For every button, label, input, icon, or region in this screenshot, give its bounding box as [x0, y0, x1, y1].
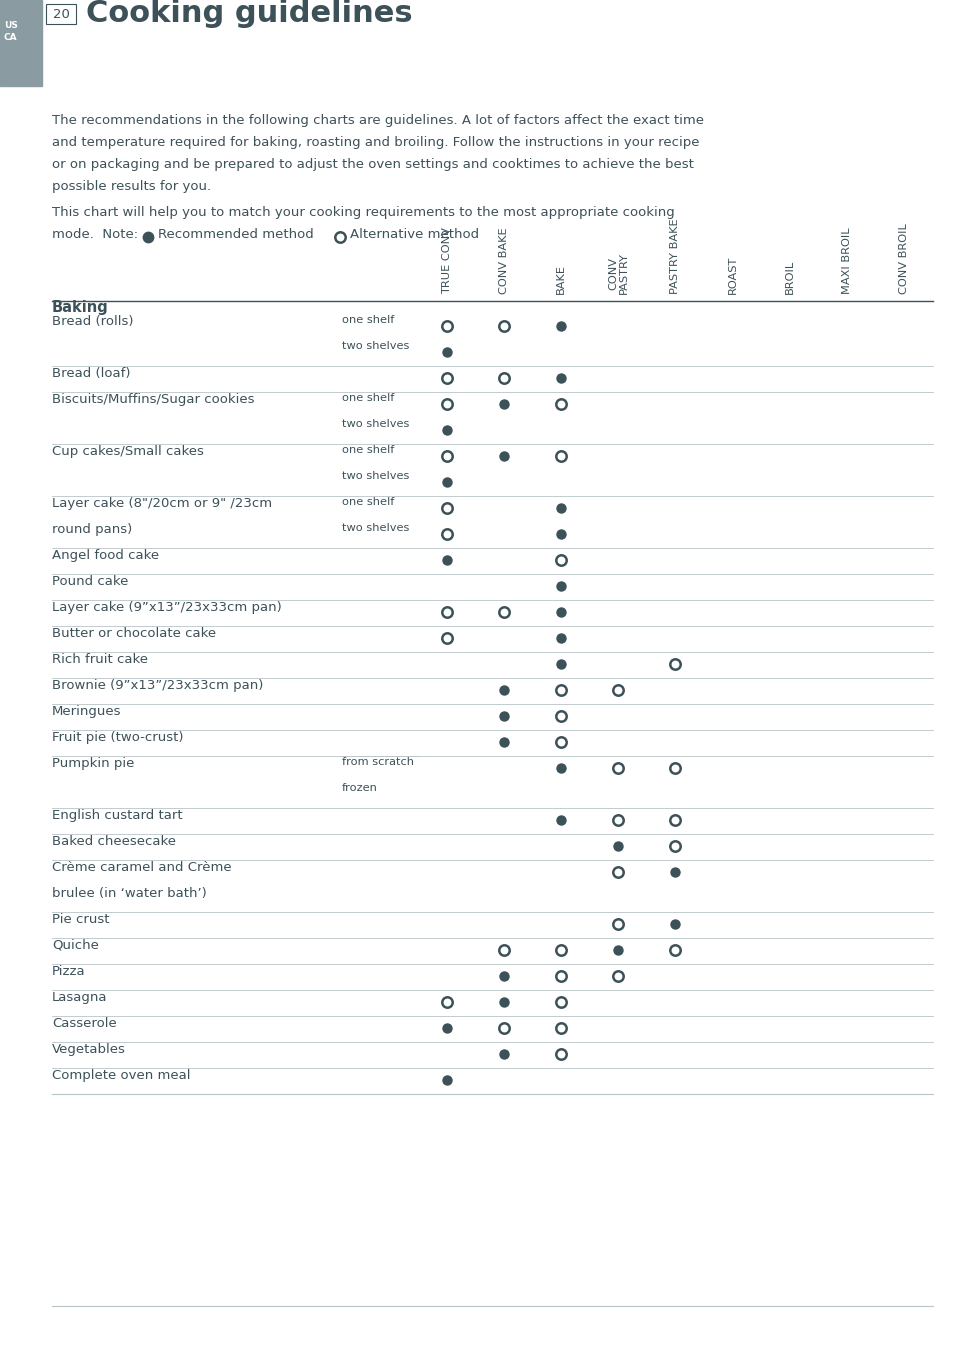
Text: round pans): round pans) [52, 523, 132, 536]
Text: one shelf: one shelf [341, 393, 394, 403]
Text: TRUE CONV: TRUE CONV [441, 227, 451, 294]
Text: Bread (rolls): Bread (rolls) [52, 315, 133, 328]
Text: BAKE: BAKE [556, 264, 565, 294]
Text: The recommendations in the following charts are guidelines. A lot of factors aff: The recommendations in the following cha… [52, 114, 703, 127]
Text: Rich fruit cake: Rich fruit cake [52, 653, 148, 666]
Text: Baked cheesecake: Baked cheesecake [52, 835, 175, 848]
Text: CONV BROIL: CONV BROIL [899, 223, 908, 294]
Text: Pound cake: Pound cake [52, 575, 129, 588]
Text: from scratch: from scratch [341, 757, 414, 766]
Text: US: US [4, 22, 18, 30]
Text: Casserole: Casserole [52, 1017, 116, 1030]
Text: one shelf: one shelf [341, 497, 394, 506]
Text: 20: 20 [52, 8, 70, 20]
Text: Pie crust: Pie crust [52, 913, 110, 926]
Text: Brownie (9”x13”/23x33cm pan): Brownie (9”x13”/23x33cm pan) [52, 678, 263, 692]
FancyBboxPatch shape [46, 4, 76, 24]
Text: Recommended method: Recommended method [158, 227, 314, 241]
Text: Cup cakes/Small cakes: Cup cakes/Small cakes [52, 445, 204, 458]
Text: ROAST: ROAST [727, 256, 737, 294]
Text: Pumpkin pie: Pumpkin pie [52, 757, 134, 770]
Text: Meringues: Meringues [52, 705, 121, 718]
Text: Vegetables: Vegetables [52, 1043, 126, 1056]
Text: Layer cake (9”x13”/23x33cm pan): Layer cake (9”x13”/23x33cm pan) [52, 601, 281, 613]
Text: Baking: Baking [52, 301, 109, 315]
Text: two shelves: two shelves [341, 341, 409, 351]
Text: Alternative method: Alternative method [350, 227, 478, 241]
Text: This chart will help you to match your cooking requirements to the most appropri: This chart will help you to match your c… [52, 206, 674, 219]
Text: Angel food cake: Angel food cake [52, 548, 159, 562]
Text: mode.  Note:: mode. Note: [52, 227, 138, 241]
Text: two shelves: two shelves [341, 471, 409, 481]
Text: English custard tart: English custard tart [52, 808, 182, 822]
Text: Pizza: Pizza [52, 965, 86, 978]
Text: one shelf: one shelf [341, 315, 394, 325]
Text: brulee (in ‘water bath’): brulee (in ‘water bath’) [52, 887, 207, 900]
Text: two shelves: two shelves [341, 523, 409, 533]
Text: possible results for you.: possible results for you. [52, 180, 211, 194]
Text: Complete oven meal: Complete oven meal [52, 1070, 191, 1082]
Text: Butter or chocolate cake: Butter or chocolate cake [52, 627, 216, 640]
Text: Cooking guidelines: Cooking guidelines [86, 0, 413, 28]
Text: Biscuits/Muffins/Sugar cookies: Biscuits/Muffins/Sugar cookies [52, 393, 254, 406]
Text: Lasagna: Lasagna [52, 991, 108, 1005]
Text: PASTRY BAKE: PASTRY BAKE [670, 218, 679, 294]
Text: Bread (loaf): Bread (loaf) [52, 367, 131, 380]
Bar [0, 0, 42, 87]
Text: Fruit pie (two-crust): Fruit pie (two-crust) [52, 731, 183, 743]
Text: Layer cake (8"/20cm or 9" /23cm: Layer cake (8"/20cm or 9" /23cm [52, 497, 272, 510]
Text: CA: CA [4, 32, 17, 42]
Text: MAXI BROIL: MAXI BROIL [841, 227, 851, 294]
Text: frozen: frozen [341, 783, 377, 793]
Text: Crème caramel and Crème: Crème caramel and Crème [52, 861, 232, 873]
Text: Quiche: Quiche [52, 940, 99, 952]
Text: CONV
PASTRY: CONV PASTRY [607, 252, 628, 294]
Text: and temperature required for baking, roasting and broiling. Follow the instructi: and temperature required for baking, roa… [52, 135, 699, 149]
Text: one shelf: one shelf [341, 445, 394, 455]
Text: two shelves: two shelves [341, 418, 409, 429]
Text: BROIL: BROIL [784, 260, 794, 294]
Text: CONV BAKE: CONV BAKE [498, 227, 508, 294]
Text: or on packaging and be prepared to adjust the oven settings and cooktimes to ach: or on packaging and be prepared to adjus… [52, 158, 693, 171]
